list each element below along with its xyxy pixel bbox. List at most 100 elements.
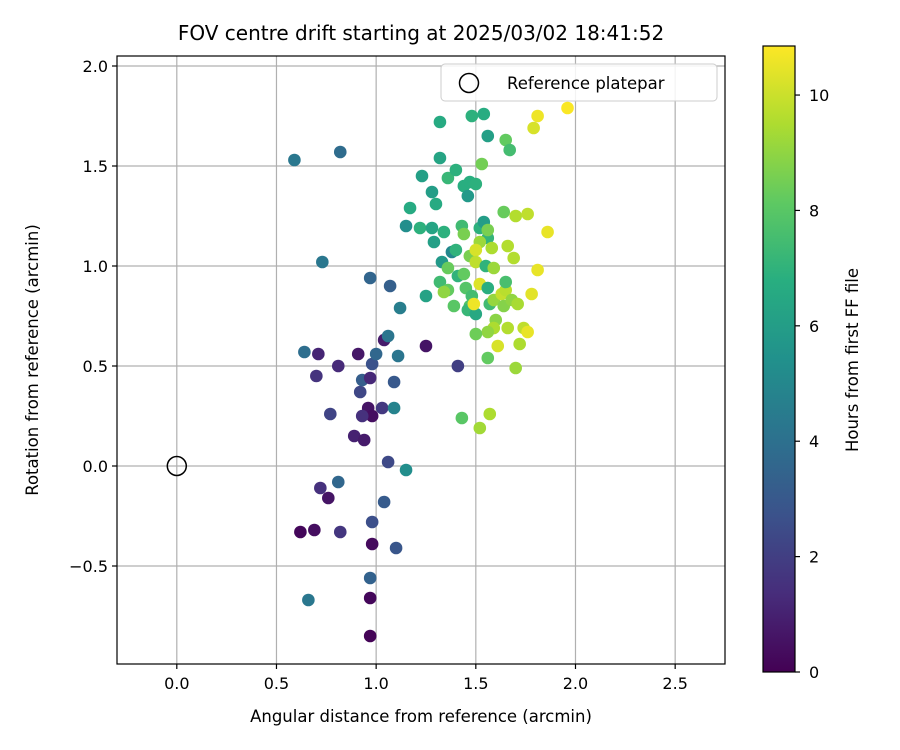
data-point xyxy=(365,515,379,529)
data-point xyxy=(469,255,483,269)
data-point xyxy=(333,525,347,539)
chart-title: FOV centre drift starting at 2025/03/02 … xyxy=(178,21,664,45)
data-point xyxy=(314,481,327,495)
data-point xyxy=(521,207,534,221)
data-point xyxy=(427,235,441,249)
data-point xyxy=(449,163,463,177)
data-point xyxy=(457,267,471,281)
data-point xyxy=(323,407,337,421)
data-point xyxy=(483,407,497,421)
data-point xyxy=(473,421,487,435)
data-point xyxy=(465,109,479,123)
data-point xyxy=(513,337,526,351)
data-point xyxy=(316,255,329,269)
data-point xyxy=(383,279,397,293)
colorbar-tick-label: 10 xyxy=(809,86,829,105)
data-point xyxy=(481,351,495,365)
data-point xyxy=(481,129,495,143)
data-point xyxy=(310,369,323,383)
reference-marker xyxy=(166,455,188,477)
data-point xyxy=(387,375,401,389)
data-point xyxy=(437,285,451,299)
data-point xyxy=(521,325,534,339)
colorbar-tick-label: 0 xyxy=(809,663,819,682)
data-point xyxy=(413,221,427,235)
data-point xyxy=(355,409,369,423)
data-point xyxy=(363,591,377,605)
data-point xyxy=(365,537,379,551)
y-tick-label: 1.0 xyxy=(83,257,108,276)
data-points xyxy=(288,101,574,643)
data-point xyxy=(441,261,455,275)
data-point xyxy=(469,307,483,321)
data-point xyxy=(525,287,538,301)
data-point xyxy=(403,201,417,215)
data-point xyxy=(357,433,371,447)
data-point xyxy=(381,329,395,343)
y-tick-label: 1.5 xyxy=(83,157,108,176)
data-point xyxy=(481,223,495,237)
x-tick-label: 1.5 xyxy=(463,674,488,693)
data-point xyxy=(511,297,524,311)
y-axis-ticks: −0.5 0.0 0.5 1.0 1.5 2.0 xyxy=(69,57,117,576)
data-point xyxy=(302,593,315,607)
data-point xyxy=(485,241,499,255)
colorbar-label: Hours from first FF file xyxy=(843,268,862,452)
data-point xyxy=(294,525,307,539)
data-point xyxy=(308,523,321,537)
data-point xyxy=(531,109,544,123)
data-point xyxy=(499,133,513,147)
data-point xyxy=(475,157,489,171)
data-point xyxy=(322,491,335,505)
data-point xyxy=(469,327,483,341)
data-point xyxy=(381,455,395,469)
data-point xyxy=(509,209,522,223)
data-point xyxy=(491,339,505,353)
x-tick-label: 1.0 xyxy=(363,674,388,693)
data-point xyxy=(477,107,491,121)
data-point xyxy=(541,225,554,239)
data-point xyxy=(469,177,483,191)
data-point xyxy=(415,169,429,183)
data-point xyxy=(425,185,439,199)
colorbar-tick-label: 4 xyxy=(809,432,819,451)
x-tick-label: 0.0 xyxy=(164,674,189,693)
x-tick-label: 2.5 xyxy=(662,674,687,693)
data-point xyxy=(425,221,439,235)
y-tick-label: 2.0 xyxy=(83,57,108,76)
data-point xyxy=(399,463,413,477)
data-point xyxy=(363,371,377,385)
data-point xyxy=(375,401,389,415)
data-point xyxy=(501,239,515,253)
plot-frame xyxy=(116,55,726,665)
data-point xyxy=(469,243,483,257)
data-point xyxy=(531,263,544,277)
legend-label: Reference platepar xyxy=(507,74,665,93)
gridlines xyxy=(117,56,725,664)
data-point xyxy=(467,297,481,311)
data-point xyxy=(433,275,447,289)
data-point xyxy=(507,251,520,265)
colorbar-tick-label: 2 xyxy=(809,548,819,567)
x-tick-label: 0.5 xyxy=(264,674,289,693)
y-axis-label: Rotation from reference (arcmin) xyxy=(23,224,42,496)
data-point xyxy=(501,321,515,335)
colorbar-tick-label: 8 xyxy=(809,201,819,220)
x-axis-label: Angular distance from reference (arcmin) xyxy=(250,707,592,726)
data-point xyxy=(298,345,311,359)
data-point xyxy=(461,189,475,203)
data-point xyxy=(509,361,522,375)
data-point xyxy=(387,401,401,415)
colorbar-tick-label: 6 xyxy=(809,317,819,336)
data-point xyxy=(365,409,379,423)
data-point xyxy=(447,299,461,313)
data-point xyxy=(561,101,574,115)
y-tick-label: 0.0 xyxy=(83,457,108,476)
data-point xyxy=(481,325,495,339)
data-point xyxy=(365,357,379,371)
data-point xyxy=(503,143,517,157)
data-point xyxy=(499,275,513,289)
colorbar-ticks: 0 2 4 6 8 10 xyxy=(795,86,829,682)
data-point xyxy=(391,349,405,363)
